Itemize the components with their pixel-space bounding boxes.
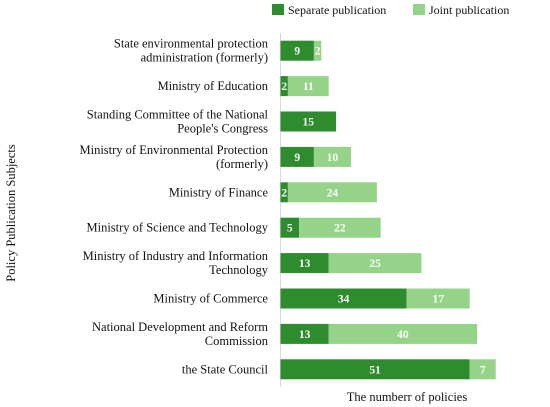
data-label: 22 <box>334 223 346 235</box>
bar-separate <box>280 217 300 238</box>
bar-separate <box>280 288 407 309</box>
category-label-line: Ministry of Commerce <box>153 292 268 306</box>
data-label: 11 <box>303 81 314 93</box>
category-labels: State environmental protection administra… <box>79 37 268 377</box>
data-label: 5 <box>287 223 293 235</box>
category-label: Ministry of Science and Technology <box>87 221 269 235</box>
bar-joint <box>287 182 377 203</box>
bar-separate <box>280 40 314 61</box>
data-label: 13 <box>299 329 311 341</box>
data-label: 25 <box>369 258 381 270</box>
category-label-line: Ministry of Finance <box>169 185 269 199</box>
bar-separate <box>280 76 288 97</box>
category-label-line: National Development and Reform <box>92 320 268 334</box>
bar-joint <box>287 76 329 97</box>
category-label-line: Technology <box>209 263 269 277</box>
y-axis-title: Policy Publication Subjects <box>4 144 18 282</box>
data-label: 24 <box>327 187 339 199</box>
x-axis-title: The numberr of policies <box>347 390 468 404</box>
category-label-line: Ministry of Science and Technology <box>87 221 269 235</box>
category-label: State environmental protection administra… <box>114 37 269 65</box>
bar-joint <box>469 359 496 380</box>
legend-swatch-joint <box>413 4 425 15</box>
bar-joint <box>406 288 470 309</box>
category-label-line: State environmental protection <box>114 37 269 51</box>
category-label-line: Ministry of Environmental Protection <box>79 143 268 157</box>
bar-separate <box>280 111 337 132</box>
data-label: 13 <box>299 258 311 270</box>
category-label-line: Ministry of Education <box>158 79 269 93</box>
legend-label-separate: Separate publication <box>288 3 386 17</box>
bar-joint <box>313 40 322 61</box>
bar-joint <box>299 217 381 238</box>
data-label: 17 <box>432 294 444 306</box>
bar-joint <box>313 146 351 167</box>
category-label-line: Commission <box>205 334 269 348</box>
data-label: 7 <box>480 364 486 376</box>
data-label: 9 <box>294 152 300 164</box>
category-label-line: Ministry of Industry and Information <box>83 249 269 263</box>
data-label: 51 <box>369 364 381 376</box>
category-label-line: the State Council <box>182 362 269 376</box>
bar-separate <box>280 146 314 167</box>
data-label: 40 <box>397 329 409 341</box>
category-label-line: People's Congress <box>177 122 268 136</box>
category-label: Ministry of Industry and Information Tech… <box>83 249 269 277</box>
data-label: 2 <box>281 187 287 199</box>
category-label-line: administration (formerly) <box>141 51 268 65</box>
data-label: 15 <box>303 117 315 129</box>
bar-separate <box>280 323 329 344</box>
category-label: Ministry of Finance <box>169 185 269 199</box>
category-label: Standing Committee of the National People… <box>87 108 269 136</box>
legend-label-joint: Joint publication <box>429 3 509 17</box>
bar-separate <box>280 359 470 380</box>
bar-joint <box>328 253 422 274</box>
category-label: National Development and Reform Commissio… <box>92 320 269 348</box>
data-label: 9 <box>294 46 300 58</box>
data-label: 2 <box>281 81 287 93</box>
bar-separate <box>280 253 329 274</box>
data-label: 34 <box>338 294 350 306</box>
category-label: Ministry of Education <box>158 79 269 93</box>
data-label: 10 <box>327 152 339 164</box>
data-label: 2 <box>315 46 321 58</box>
bar-joint <box>328 323 478 344</box>
legend: Separate publication Joint publication <box>272 3 509 17</box>
category-label-line: Standing Committee of the National <box>87 108 269 122</box>
category-label: Ministry of Environmental Protection (for… <box>79 143 268 171</box>
legend-swatch-separate <box>272 4 284 15</box>
bar-separate <box>280 182 288 203</box>
category-label: Ministry of Commerce <box>153 292 268 306</box>
category-label: the State Council <box>182 362 269 376</box>
category-label-line: (formerly) <box>216 157 268 171</box>
